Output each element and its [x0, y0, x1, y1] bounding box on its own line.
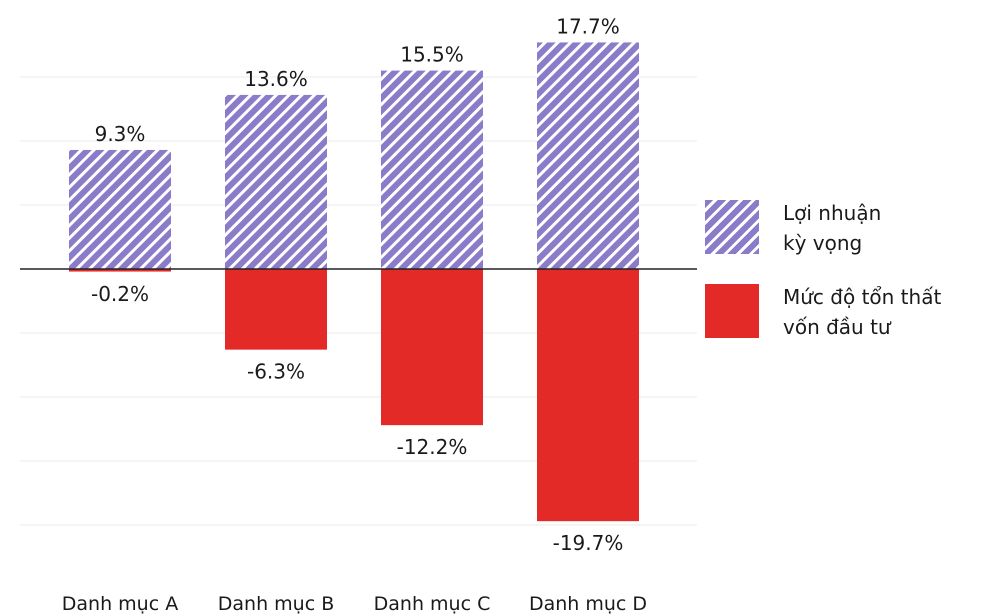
category-label: Danh mục A: [62, 593, 178, 615]
capital-loss-value-label: -19.7%: [553, 531, 624, 555]
legend-label-capital-loss: Mức độ tổn thất vốn đầu tư: [783, 285, 942, 339]
legend: Lợi nhuận kỳ vọng Mức độ tổn thất vốn đầ…: [705, 198, 975, 366]
capital-loss-value-labels: -0.2% -6.3% -12.2% -19.7%: [91, 282, 623, 555]
category-label: Danh mục D: [529, 593, 647, 615]
expected-return-bar: [537, 42, 639, 269]
expected-return-value-label: 17.7%: [556, 14, 620, 38]
expected-return-value-labels: 9.3% 13.6% 15.5% 17.7%: [95, 14, 620, 146]
expected-return-value-label: 9.3%: [95, 122, 146, 146]
legend-item-expected-return: Lợi nhuận kỳ vọng: [705, 198, 975, 260]
expected-return-value-label: 15.5%: [400, 43, 464, 67]
expected-return-bar: [69, 149, 171, 269]
capital-loss-value-label: -12.2%: [397, 435, 468, 459]
expected-return-value-label: 13.6%: [244, 67, 308, 91]
capital-loss-value-label: -0.2%: [91, 282, 149, 306]
expected-return-bars: [69, 42, 639, 269]
capital-loss-bar: [225, 269, 327, 350]
category-label: Danh mục C: [374, 593, 491, 615]
capital-loss-bars: [69, 269, 639, 522]
capital-loss-bar: [381, 269, 483, 426]
expected-return-bar: [381, 70, 483, 269]
expected-return-bar: [225, 94, 327, 269]
category-label: Danh mục B: [218, 593, 334, 615]
capital-loss-bar: [537, 269, 639, 522]
legend-swatch-hatched: [705, 200, 759, 254]
capital-loss-bar: [69, 269, 171, 272]
capital-loss-value-label: -6.3%: [247, 360, 305, 384]
legend-label-expected-return: Lợi nhuận kỳ vọng: [783, 201, 882, 255]
legend-item-capital-loss: Mức độ tổn thất vốn đầu tư: [705, 282, 975, 344]
category-labels: Danh mục A Danh mục B Danh mục C Danh mục D: [62, 593, 647, 615]
legend-swatch-solid-red: [705, 284, 759, 338]
